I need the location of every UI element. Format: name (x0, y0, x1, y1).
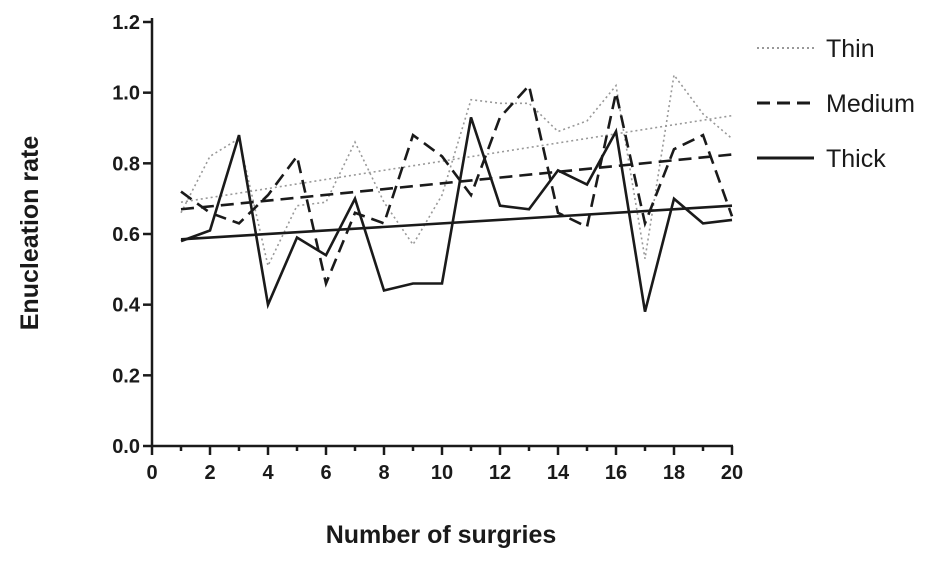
x-axis-title: Number of surgries (326, 521, 557, 549)
legend: Thin Medium Thick (757, 35, 915, 173)
x-tick-label: 2 (204, 462, 215, 484)
x-tick-label: 6 (320, 462, 331, 484)
series-line-thick (180, 116, 733, 313)
tick-labels: 0.0 0.2 0.4 0.6 0.8 1.0 1.2 0 2 4 6 8 10 12 14 16 18 20 (112, 12, 743, 484)
x-tick-label: 0 (146, 462, 157, 484)
trend-line-thick (180, 204, 733, 241)
y-tick-label: 0.8 (112, 153, 140, 175)
series-line-thin (180, 72, 733, 269)
plot-lines (180, 72, 734, 313)
legend-label-thin: Thin (826, 35, 875, 63)
series-line-medium (180, 82, 734, 288)
y-tick-label: 1.2 (112, 12, 140, 34)
x-tick-label: 20 (721, 462, 743, 484)
x-tick-label: 18 (663, 462, 685, 484)
legend-label-thick: Thick (826, 145, 886, 173)
legend-label-medium: Medium (826, 90, 915, 118)
y-axis-title: Enucleation rate (16, 136, 44, 331)
y-tick-label: 0.0 (112, 436, 140, 458)
x-tick-label: 14 (547, 462, 570, 484)
x-tick-label: 8 (378, 462, 389, 484)
trend-line-thin (180, 114, 733, 203)
y-tick-label: 0.2 (112, 365, 140, 387)
y-tick-label: 0.6 (112, 224, 140, 246)
y-tick-label: 1.0 (112, 83, 140, 105)
trend-line-medium (180, 153, 733, 211)
y-tick-label: 0.4 (112, 295, 141, 317)
x-tick-label: 12 (489, 462, 511, 484)
x-tick-label: 4 (262, 462, 274, 484)
axes (143, 18, 734, 455)
x-tick-label: 10 (431, 462, 453, 484)
x-tick-label: 16 (605, 462, 627, 484)
